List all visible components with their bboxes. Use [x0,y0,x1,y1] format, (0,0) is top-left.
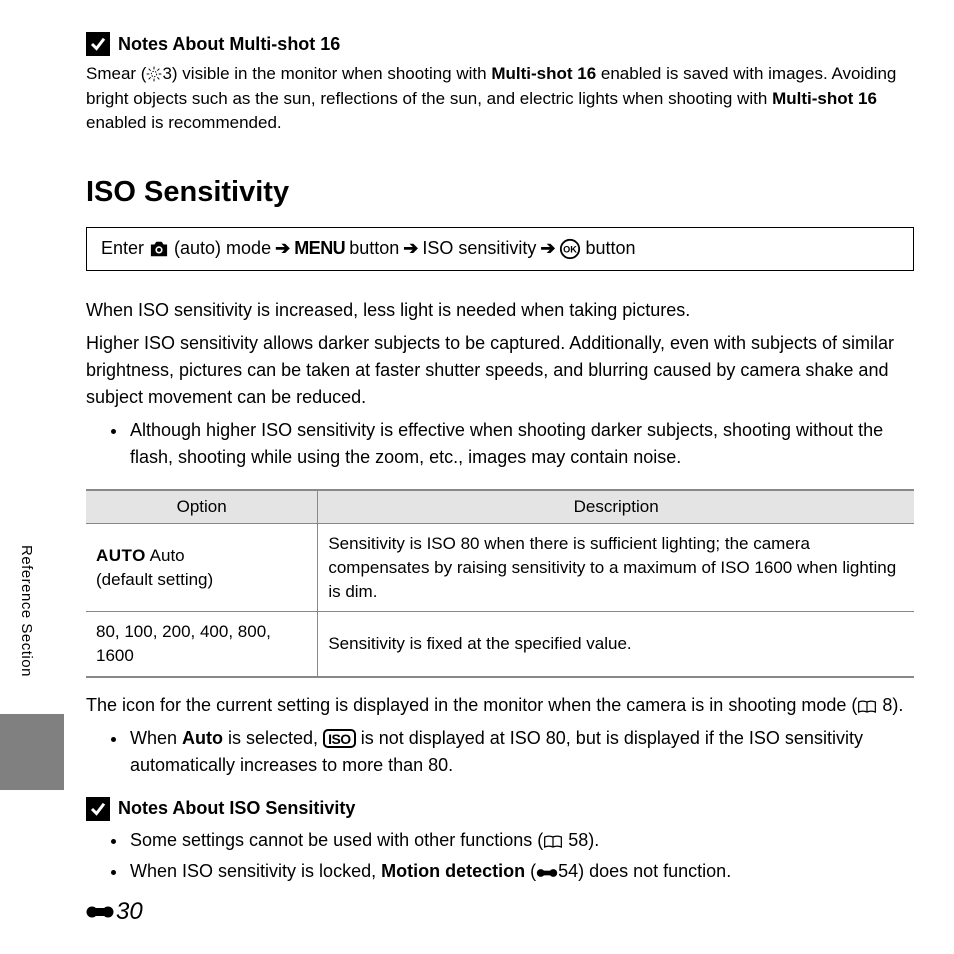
iso-badge-icon: ISO [323,729,356,748]
list-item: Some settings cannot be used with other … [128,827,914,854]
text: enabled is recommended. [86,113,282,132]
text: 58). [563,830,599,850]
text: ( [525,861,536,881]
table-cell-desc: Sensitivity is ISO 80 when there is suff… [318,523,914,611]
text-bold: Multi-shot 16 [772,89,877,108]
text: 54) does not function. [558,861,731,881]
menu-word: MENU [294,238,345,259]
rewind-icon [86,903,114,921]
paragraph-3: The icon for the current setting is disp… [86,692,914,719]
page-number: 30 [86,898,143,926]
text: 8). [877,695,903,715]
sun-icon [146,66,162,82]
note-iso-bullets: Some settings cannot be used with other … [86,827,914,885]
text: Enter [101,238,144,259]
text: ISO sensitivity [422,238,536,259]
text: (auto) mode [174,238,271,259]
paragraph-1: When ISO sensitivity is increased, less … [86,297,914,324]
camera-icon [148,240,170,258]
table-cell-option: 80, 100, 200, 400, 800, 1600 [86,612,318,677]
note-iso-header: Notes About ISO Sensitivity [86,797,914,821]
reference-section-tab: Reference Section [18,545,35,677]
text: (default setting) [96,570,213,589]
note-multishot-title: Notes About Multi-shot 16 [118,34,340,55]
table-row: 80, 100, 200, 400, 800, 1600 Sensitivity… [86,612,914,677]
note-iso-title: Notes About ISO Sensitivity [118,798,355,819]
arrow-right-icon: ➔ [403,238,418,259]
note-multishot-header: Notes About Multi-shot 16 [86,32,914,56]
table-header-option: Option [86,490,318,524]
bullet-list-1: Although higher ISO sensitivity is effec… [86,417,914,471]
text: When [130,728,182,748]
table-cell-option: AUTO Auto (default setting) [86,523,318,611]
check-icon [86,32,110,56]
text: The icon for the current setting is disp… [86,695,857,715]
text: button [585,238,635,259]
iso-options-table: Option Description AUTO Auto (default se… [86,489,914,678]
text: button [349,238,399,259]
text: When ISO sensitivity is locked, [130,861,381,881]
check-icon [86,797,110,821]
text-bold: Auto [182,728,223,748]
arrow-right-icon: ➔ [275,238,290,259]
rewind-icon [536,866,558,880]
text: Some settings cannot be used with other … [130,830,543,850]
bullet-list-2: When Auto is selected, ISO is not displa… [86,725,914,779]
note-multishot-body: Smear ( 3) visible in the monitor when sh… [86,62,914,136]
text-bold: Motion detection [381,861,525,881]
list-item: Although higher ISO sensitivity is effec… [128,417,914,471]
text: Smear ( [86,64,146,83]
page-number-text: 30 [116,898,143,926]
text: 3) visible in the monitor when shooting … [162,64,491,83]
table-row: AUTO Auto (default setting) Sensitivity … [86,523,914,611]
page-content: Notes About Multi-shot 16 Smear ( 3) visi… [0,0,954,923]
iso-sensitivity-heading: ISO Sensitivity [86,176,914,209]
list-item: When ISO sensitivity is locked, Motion d… [128,858,914,885]
navigation-path-box: Enter (auto) mode ➔ MENU button ➔ ISO se… [86,227,914,271]
ok-button-icon: OK [559,238,581,260]
table-cell-desc: Sensitivity is fixed at the specified va… [318,612,914,677]
svg-text:OK: OK [564,245,578,255]
table-header-description: Description [318,490,914,524]
book-icon [543,835,563,849]
text: Auto [146,546,185,565]
list-item: When Auto is selected, ISO is not displa… [128,725,914,779]
book-icon [857,700,877,714]
text-bold: Multi-shot 16 [491,64,596,83]
arrow-right-icon: ➔ [540,238,555,259]
paragraph-2: Higher ISO sensitivity allows darker sub… [86,330,914,411]
text: is selected, [223,728,323,748]
side-tab-gray-bg [0,714,64,790]
auto-label: AUTO [96,546,146,565]
